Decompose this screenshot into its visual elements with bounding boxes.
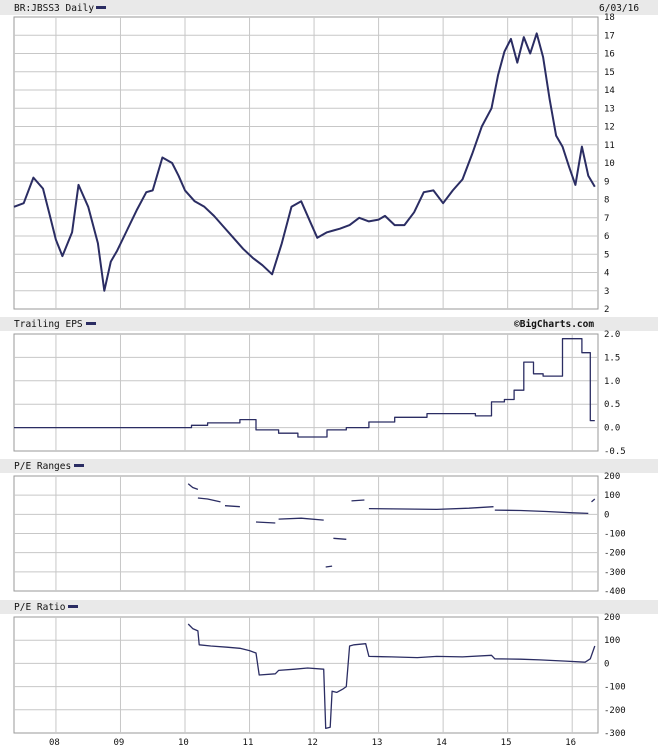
- pe-ratio-y-tick-label: -300: [604, 729, 626, 739]
- pe-ratio-y-tick-label: 100: [604, 636, 620, 646]
- pe-ranges-y-tick-label: 200: [604, 472, 620, 482]
- price-y-tick-label: 2: [604, 305, 609, 315]
- eps-y-tick-label: -0.5: [604, 447, 626, 457]
- eps-y-tick-label: 0.5: [604, 400, 620, 410]
- x-tick-label: 10: [178, 738, 189, 748]
- pe-ranges-series-line: [255, 521, 276, 524]
- pe-ratio-plot-frame: [13, 616, 599, 734]
- eps-y-tick-label: 1.0: [604, 377, 620, 387]
- eps-legend-swatch: [86, 322, 96, 325]
- pe-ranges-series-line: [187, 483, 199, 491]
- x-tick-label: 12: [307, 738, 318, 748]
- pe-ratio-series-line: [187, 623, 596, 730]
- pe-ranges-series-line: [494, 509, 589, 515]
- eps-panel: 2.0 1.5 1.0 0.5 0.0 -0.5: [13, 330, 626, 457]
- price-panel: 2 3 4 5 6 7 8 9 10 11 12 13 14 15 16 17 18: [13, 13, 615, 315]
- price-y-tick-label: 9: [604, 177, 609, 187]
- price-y-tick-label: 17: [604, 31, 615, 41]
- pe-ratio-y-tick-label: 0: [604, 659, 609, 669]
- price-panel-header-bar: [0, 0, 658, 15]
- pe-ranges-y-tick-label: -400: [604, 587, 626, 597]
- x-tick-label: 14: [436, 738, 447, 748]
- x-axis: 08 09 10 11 12 13 14 15 16: [49, 738, 576, 748]
- price-y-tick-label: 3: [604, 287, 609, 297]
- eps-panel-header-bar: [0, 317, 658, 331]
- x-tick-label: 11: [243, 738, 254, 748]
- x-tick-label: 09: [113, 738, 124, 748]
- x-tick-label: 16: [565, 738, 576, 748]
- pe-ranges-series-line: [591, 498, 596, 503]
- pe-ranges-y-tick-label: -100: [604, 530, 626, 540]
- pe-ranges-series-line: [224, 505, 240, 508]
- x-tick-label: 15: [501, 738, 512, 748]
- pe-ranges-y-tick-label: -200: [604, 549, 626, 559]
- price-y-tick-label: 7: [604, 214, 609, 224]
- pe-ratio-y-tick-label: 200: [604, 613, 620, 623]
- price-series-line: [13, 32, 596, 292]
- price-y-tick-label: 18: [604, 13, 615, 23]
- pe-ranges-series-line: [197, 497, 221, 503]
- x-tick-label: 13: [372, 738, 383, 748]
- price-y-tick-label: 14: [604, 86, 615, 96]
- price-y-tick-label: 13: [604, 104, 615, 114]
- chart-panels: 2 3 4 5 6 7 8 9 10 11 12 13 14 15 16 17 18 2.0 1.5 1.0 0.5 0.…: [13, 13, 626, 739]
- eps-panel-title: Trailing EPS: [14, 319, 83, 330]
- price-y-tick-label: 12: [604, 123, 615, 133]
- eps-plot-frame: [13, 333, 599, 452]
- pe-ratio-legend-swatch: [68, 605, 78, 608]
- eps-y-tick-label: 0.0: [604, 424, 620, 434]
- chart-date: 6/03/16: [599, 3, 639, 14]
- pe-ratio-y-tick-label: -100: [604, 683, 626, 693]
- pe-ranges-header-bar: [0, 459, 658, 473]
- price-y-tick-label: 4: [604, 269, 609, 279]
- eps-y-tick-label: 2.0: [604, 330, 620, 340]
- eps-series-line: [14, 338, 595, 438]
- pe-ratio-header-bar: [0, 600, 658, 614]
- pe-ratio-panel-title: P/E Ratio: [14, 602, 66, 613]
- price-y-tick-label: 6: [604, 232, 609, 242]
- pe-ranges-legend-swatch: [74, 464, 84, 467]
- price-y-tick-label: 11: [604, 141, 615, 151]
- x-tick-label: 08: [49, 738, 60, 748]
- price-y-tick-label: 10: [604, 159, 615, 169]
- price-y-tick-label: 5: [604, 250, 609, 260]
- pe-ranges-panel-title: P/E Ranges: [14, 461, 71, 472]
- symbol-title: BR:JBSS3 Daily: [14, 3, 94, 14]
- pe-ratio-y-tick-label: -200: [604, 706, 626, 716]
- pe-ranges-y-tick-label: 100: [604, 491, 620, 501]
- pe-ranges-y-tick-label: 0: [604, 510, 609, 520]
- pe-ratio-panel: 200 100 0 -100 -200 -300: [13, 613, 626, 739]
- pe-ranges-series-line: [368, 506, 494, 511]
- pe-ranges-series-line: [333, 537, 347, 540]
- pe-ranges-series-line: [351, 499, 365, 502]
- eps-y-tick-label: 1.5: [604, 353, 620, 363]
- pe-ranges-panel: 200 100 0 -100 -200 -300 -400: [13, 472, 626, 597]
- brand-label: ©BigCharts.com: [514, 319, 594, 330]
- pe-ranges-y-tick-label: -300: [604, 568, 626, 578]
- price-y-tick-label: 8: [604, 196, 609, 206]
- price-y-tick-label: 16: [604, 50, 615, 60]
- pe-ranges-series-line: [325, 565, 333, 568]
- price-y-tick-label: 15: [604, 68, 615, 78]
- pe-ranges-series-line: [278, 517, 324, 521]
- price-legend-swatch: [96, 6, 106, 9]
